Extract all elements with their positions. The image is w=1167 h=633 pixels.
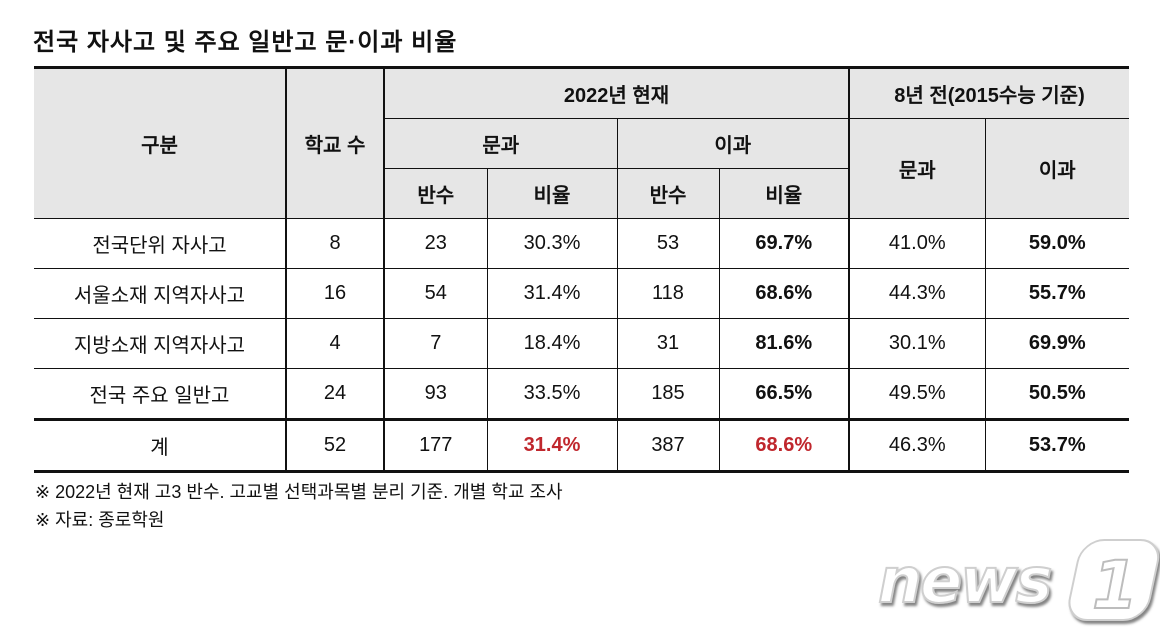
row-sc-ratio: 69.7% bbox=[718, 218, 850, 269]
total-la-classes: 177 bbox=[383, 418, 488, 473]
row-past-la: 49.5% bbox=[848, 368, 986, 420]
row-category: 지방소재 지역자사고 bbox=[34, 318, 287, 369]
row-la-ratio: 33.5% bbox=[486, 368, 618, 420]
row-sc-classes: 31 bbox=[616, 318, 720, 369]
total-past-sc: 53.7% bbox=[984, 418, 1130, 473]
header-category: 구분 bbox=[34, 66, 287, 219]
row-sc-classes: 118 bbox=[616, 268, 720, 319]
header-past-liberal-arts: 문과 bbox=[848, 118, 986, 219]
row-sc-classes: 53 bbox=[616, 218, 720, 269]
total-sc-classes: 387 bbox=[616, 418, 720, 473]
svg-text:1: 1 bbox=[1092, 547, 1138, 624]
page-title: 전국 자사고 및 주요 일반고 문·이과 비율 bbox=[33, 29, 458, 56]
total-category: 계 bbox=[34, 418, 287, 473]
row-past-la: 30.1% bbox=[848, 318, 986, 369]
row-past-sc: 55.7% bbox=[984, 268, 1130, 319]
row-past-sc: 69.9% bbox=[984, 318, 1130, 369]
row-schools: 16 bbox=[285, 268, 385, 319]
row-la-classes: 93 bbox=[383, 368, 488, 420]
row-category: 전국단위 자사고 bbox=[34, 218, 287, 269]
header-school-count: 학교 수 bbox=[285, 66, 385, 219]
header-la-ratio: 비율 bbox=[486, 168, 618, 219]
footnotes: ※ 2022년 현재 고3 반수. 고교별 선택과목별 분리 기준. 개별 학교… bbox=[35, 478, 563, 534]
row-la-classes: 54 bbox=[383, 268, 488, 319]
ratio-table: 구분 학교 수 2022년 현재 8년 전(2015수능 기준) 문과 이과 문… bbox=[34, 66, 1130, 473]
row-la-ratio: 30.3% bbox=[486, 218, 618, 269]
row-schools: 8 bbox=[285, 218, 385, 269]
table-row: 전국 주요 일반고 24 93 33.5% 185 66.5% 49.5% 50… bbox=[34, 368, 1130, 420]
row-la-ratio: 31.4% bbox=[486, 268, 618, 319]
row-category: 전국 주요 일반고 bbox=[34, 368, 287, 420]
row-category: 서울소재 지역자사고 bbox=[34, 268, 287, 319]
row-la-classes: 23 bbox=[383, 218, 488, 269]
header-sc-ratio: 비율 bbox=[718, 168, 850, 219]
header-science: 이과 bbox=[616, 118, 850, 169]
row-past-sc: 50.5% bbox=[984, 368, 1130, 420]
total-sc-ratio: 68.6% bbox=[718, 418, 850, 473]
row-sc-classes: 185 bbox=[616, 368, 720, 420]
header-liberal-arts: 문과 bbox=[383, 118, 618, 169]
row-la-classes: 7 bbox=[383, 318, 488, 369]
row-schools: 24 bbox=[285, 368, 385, 420]
row-past-la: 44.3% bbox=[848, 268, 986, 319]
row-sc-ratio: 68.6% bbox=[718, 268, 850, 319]
row-past-sc: 59.0% bbox=[984, 218, 1130, 269]
row-schools: 4 bbox=[285, 318, 385, 369]
header-past-group: 8년 전(2015수능 기준) bbox=[848, 66, 1130, 119]
news1-logo-icon: news 1 bbox=[870, 532, 1160, 627]
row-la-ratio: 18.4% bbox=[486, 318, 618, 369]
total-schools: 52 bbox=[285, 418, 385, 473]
table-row: 지방소재 지역자사고 4 7 18.4% 31 81.6% 30.1% 69.9… bbox=[34, 318, 1130, 369]
svg-text:news: news bbox=[878, 544, 1050, 617]
header-la-classes: 반수 bbox=[383, 168, 488, 219]
row-past-la: 41.0% bbox=[848, 218, 986, 269]
total-past-la: 46.3% bbox=[848, 418, 986, 473]
total-la-ratio: 31.4% bbox=[486, 418, 618, 473]
table-row: 전국단위 자사고 8 23 30.3% 53 69.7% 41.0% 59.0% bbox=[34, 218, 1130, 269]
header-current-group: 2022년 현재 bbox=[383, 66, 850, 119]
header-sc-classes: 반수 bbox=[616, 168, 720, 219]
header-past-science: 이과 bbox=[984, 118, 1130, 219]
table-row: 서울소재 지역자사고 16 54 31.4% 118 68.6% 44.3% 5… bbox=[34, 268, 1130, 319]
footnote-source: ※ 자료: 종로학원 bbox=[35, 510, 165, 530]
row-sc-ratio: 66.5% bbox=[718, 368, 850, 420]
row-sc-ratio: 81.6% bbox=[718, 318, 850, 369]
footnote-method: ※ 2022년 현재 고3 반수. 고교별 선택과목별 분리 기준. 개별 학교… bbox=[35, 482, 563, 502]
total-row: 계 52 177 31.4% 387 68.6% 46.3% 53.7% bbox=[34, 418, 1130, 473]
